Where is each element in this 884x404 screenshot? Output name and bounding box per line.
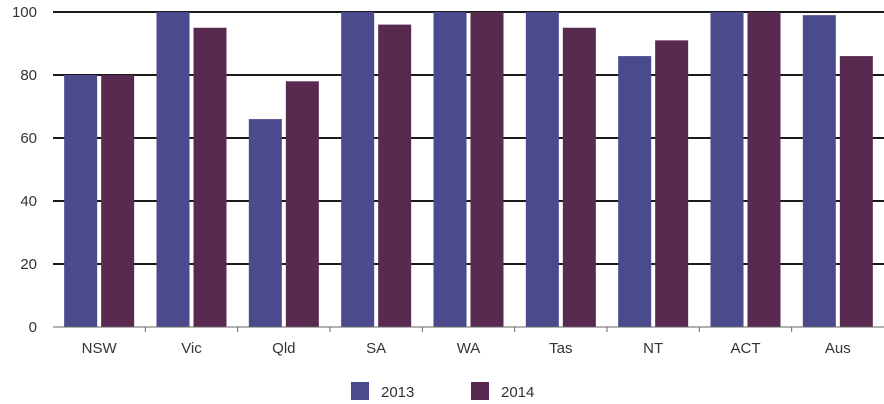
x-tick-label: WA (457, 340, 481, 357)
legend-label-2013: 2013 (381, 384, 414, 401)
x-tick-label: NT (643, 340, 663, 357)
legend-swatch-2014 (471, 382, 489, 400)
legend: 2013 2014 (351, 382, 534, 401)
bar-2014-NSW (101, 75, 135, 327)
y-tick-label: 80 (20, 67, 37, 84)
bar-2013-NT (618, 56, 652, 327)
bar-2013-Aus (802, 15, 836, 328)
x-tick-label: ACT (731, 340, 761, 357)
bar-2014-ACT (747, 12, 781, 327)
bar-2014-NT (655, 40, 689, 327)
bar-2014-SA (378, 24, 412, 327)
y-tick-label: 60 (20, 130, 37, 147)
x-tick-label: Tas (549, 340, 572, 357)
bar-2013-NSW (64, 75, 98, 327)
y-tick-label: 40 (20, 193, 37, 210)
bar-2013-Vic (156, 12, 190, 327)
bar-2013-SA (341, 12, 375, 327)
y-tick-label: 0 (29, 319, 37, 336)
bar-2014-WA (470, 12, 504, 327)
bar-2013-ACT (710, 12, 744, 327)
bar-2014-Qld (285, 81, 319, 327)
bar-2014-Aus (839, 56, 873, 327)
x-axis: NSW Vic Qld SA WA Tas NT ACT Aus (53, 326, 884, 357)
x-tick-label: Vic (181, 340, 202, 357)
y-tick-label: 100 (12, 4, 37, 21)
bars (64, 12, 873, 328)
x-tick-label: SA (366, 340, 386, 357)
bar-2013-Tas (525, 12, 559, 327)
legend-swatch-2013 (351, 382, 369, 400)
x-tick-label: Qld (272, 340, 295, 357)
bar-2014-Tas (562, 27, 596, 327)
legend-label-2014: 2014 (501, 384, 534, 401)
bar-2013-Qld (248, 119, 282, 327)
y-tick-label: 20 (20, 256, 37, 273)
x-tick-label: Aus (825, 340, 851, 357)
x-tick-label: NSW (82, 340, 118, 357)
bar-2014-Vic (193, 27, 227, 327)
gridlines (53, 11, 884, 265)
y-axis-ticks: 0 20 40 60 80 100 (12, 4, 37, 336)
bar-2013-WA (433, 12, 467, 327)
